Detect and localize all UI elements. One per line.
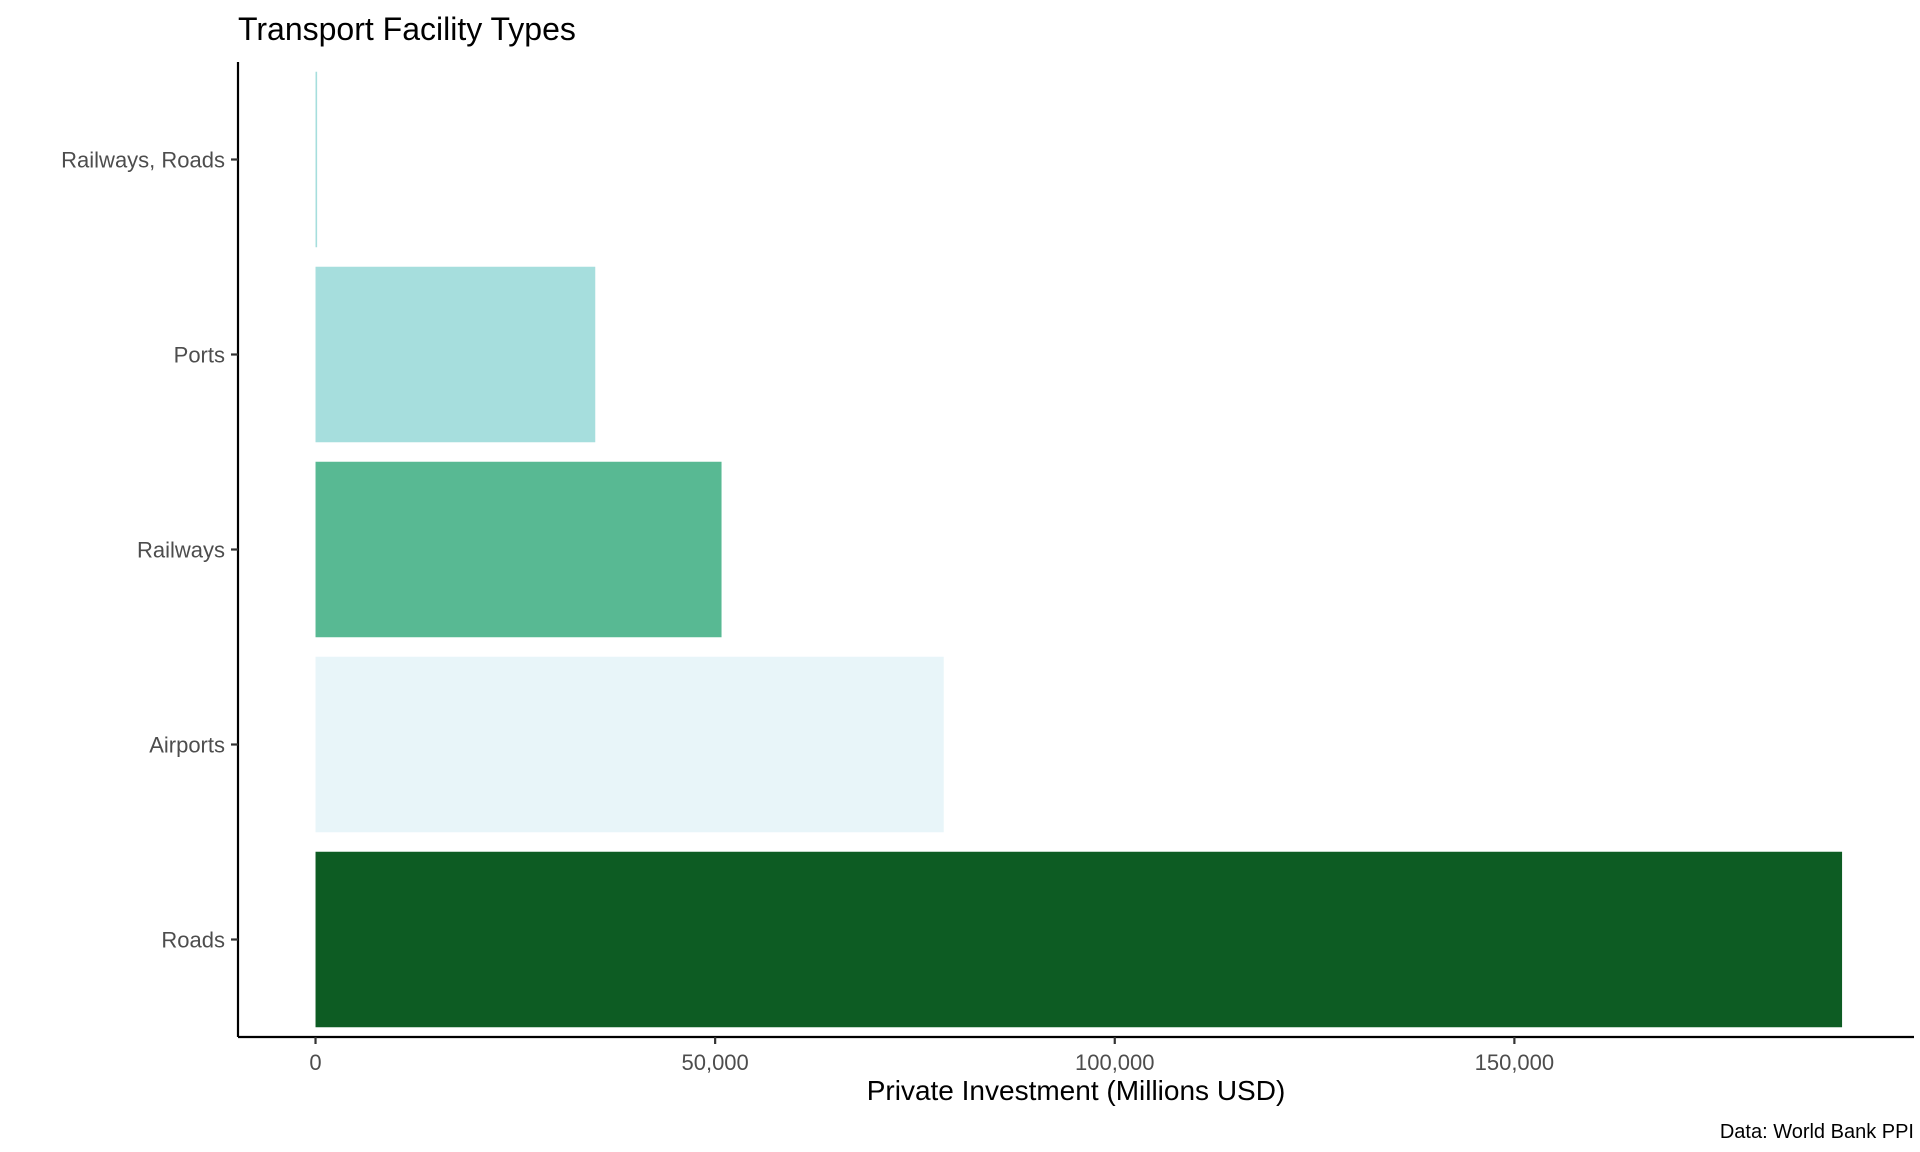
x-axis-ticks: 0 50,000 100,000 150,000 — [309, 1037, 1554, 1075]
bar-roads — [315, 851, 1843, 1028]
chart-caption: Data: World Bank PPI — [1720, 1121, 1914, 1143]
chart-title: Transport Facility Types — [238, 11, 576, 47]
x-tick-label: 50,000 — [681, 1050, 748, 1075]
y-tick-label: Roads — [161, 928, 225, 953]
y-tick-label: Railways, Roads — [61, 148, 225, 173]
bar-railways — [315, 461, 722, 638]
y-tick-label: Airports — [149, 733, 225, 758]
x-tick-label: 100,000 — [1075, 1050, 1155, 1075]
y-tick-label: Ports — [174, 343, 225, 368]
bars-group — [315, 71, 1843, 1028]
bar-railways-roads — [315, 71, 318, 248]
x-tick-label: 0 — [309, 1050, 321, 1075]
bar-ports — [315, 266, 596, 443]
y-axis-ticks: Roads Airports Railways Ports Railways, Road… — [61, 148, 238, 953]
x-tick-label: 150,000 — [1475, 1050, 1555, 1075]
bar-airports — [315, 656, 944, 833]
x-axis-title: Private Investment (Millions USD) — [867, 1075, 1286, 1106]
y-tick-label: Railways — [137, 538, 225, 563]
